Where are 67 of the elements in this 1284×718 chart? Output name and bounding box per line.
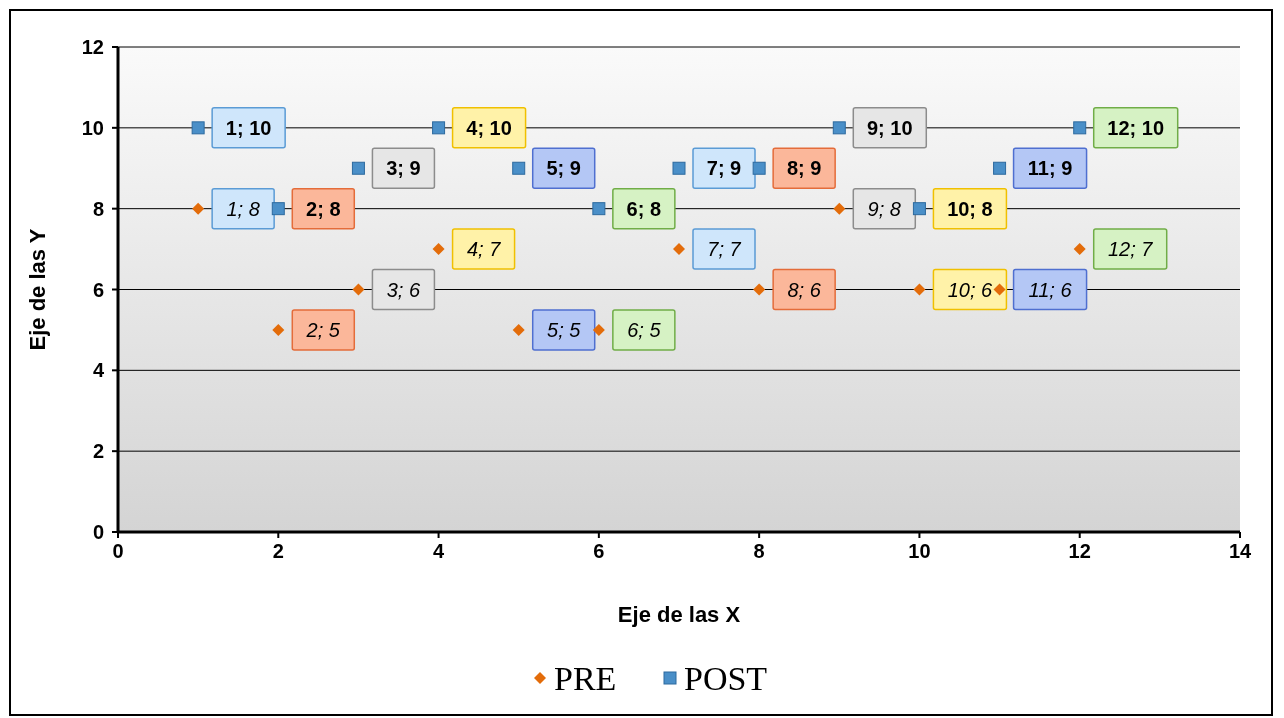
- data-label: 9; 8: [867, 197, 901, 220]
- x-tick-label: 10: [908, 540, 931, 562]
- data-label: 8; 9: [786, 157, 822, 180]
- y-tick-label: 10: [81, 116, 104, 139]
- point: [192, 202, 205, 215]
- y-tick-label: 12: [81, 36, 104, 58]
- x-tick-label: 12: [1068, 540, 1091, 562]
- point: [832, 121, 846, 135]
- point: [913, 283, 926, 296]
- data-label: 2; 5: [305, 318, 341, 341]
- point: [271, 202, 285, 216]
- data-label: 2; 8: [306, 197, 341, 220]
- point: [432, 243, 445, 256]
- data-label: 11; 6: [1028, 278, 1073, 301]
- data-label: 11; 9: [1027, 157, 1073, 180]
- data-label: 5; 9: [546, 157, 581, 180]
- data-label: 3; 6: [386, 278, 421, 301]
- data-label: 7; 9: [706, 157, 742, 180]
- data-label: 10; 8: [947, 197, 993, 220]
- x-axis-title: Eje de las X: [617, 602, 741, 627]
- point: [592, 202, 606, 216]
- point: [753, 283, 766, 296]
- y-tick-label: 0: [92, 521, 104, 543]
- point: [673, 243, 685, 256]
- point: [752, 161, 766, 175]
- point: [912, 202, 926, 216]
- data-label: 12; 7: [1107, 238, 1154, 261]
- data-label: 5; 5: [547, 318, 582, 341]
- data-label: 7; 7: [707, 238, 742, 261]
- y-tick-label: 4: [92, 359, 105, 382]
- data-label: 3; 9: [386, 157, 421, 180]
- data-label: 4; 10: [466, 116, 512, 139]
- data-label: 6; 8: [626, 197, 662, 220]
- point: [1073, 121, 1087, 135]
- x-tick-label: 8: [753, 540, 765, 562]
- point: [512, 323, 525, 336]
- data-label: 12; 10: [1107, 116, 1165, 139]
- point: [352, 283, 365, 296]
- point: [191, 121, 205, 135]
- y-axis-title: Eje de las Y: [25, 228, 50, 351]
- y-tick-label: 2: [92, 440, 104, 463]
- y-tick-label: 8: [92, 197, 104, 220]
- point: [512, 161, 526, 175]
- y-tick-label: 6: [92, 278, 104, 301]
- point: [993, 283, 1006, 296]
- x-tick-label: 6: [593, 540, 605, 562]
- x-tick-label: 2: [272, 540, 284, 562]
- x-tick-label: 0: [112, 540, 124, 562]
- data-label: 1; 8: [226, 197, 260, 220]
- legend-label: PRE: [554, 659, 617, 697]
- point: [993, 161, 1007, 175]
- x-tick-label: 4: [433, 540, 446, 562]
- legend-label: POST: [684, 659, 768, 697]
- point: [833, 202, 846, 215]
- point: [1073, 243, 1086, 256]
- data-label: 10; 6: [947, 278, 994, 301]
- point: [432, 121, 446, 135]
- data-label: 6; 5: [627, 318, 662, 341]
- point: [592, 323, 605, 336]
- point: [672, 161, 686, 175]
- x-tick-label: 14: [1228, 540, 1252, 562]
- data-label: 4; 7: [466, 238, 502, 261]
- point: [272, 323, 285, 336]
- data-label: 9; 10: [866, 116, 913, 139]
- data-label: 8; 6: [787, 278, 822, 301]
- data-label: 1; 10: [225, 116, 272, 139]
- point: [351, 161, 365, 175]
